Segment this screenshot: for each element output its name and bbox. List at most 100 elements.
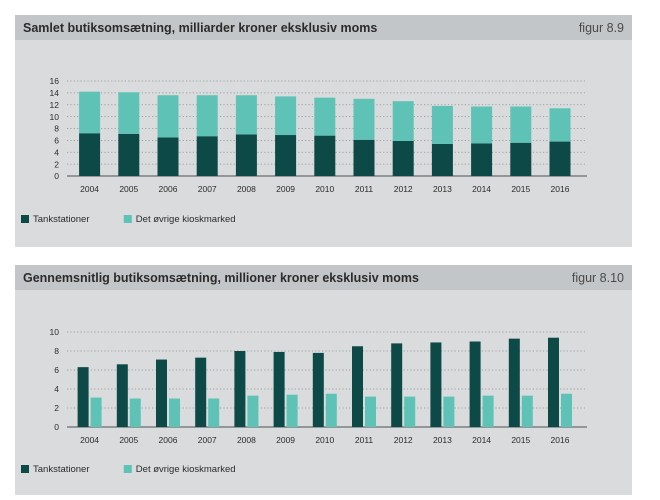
x-tick-label: 2010	[315, 184, 334, 194]
bar-oevrige-2008	[235, 95, 257, 135]
x-tick-label: 2006	[159, 435, 178, 445]
x-tick-label: 2011	[355, 435, 374, 445]
bar-oevrige-2010	[325, 393, 337, 427]
bar-oevrige-2015	[510, 106, 532, 143]
x-tick-label: 2007	[198, 435, 217, 445]
legend-label: Det øvrige kioskmarked	[136, 214, 236, 225]
bar-tankstationer-2008	[234, 351, 246, 427]
bar-oevrige-2014	[482, 395, 494, 427]
legend-swatch	[21, 215, 29, 223]
x-tick-label: 2007	[198, 184, 217, 194]
x-tick-label: 2011	[355, 184, 374, 194]
y-tick-label: 4	[54, 384, 59, 394]
figure-label: figur 8.10	[571, 271, 624, 285]
bar-tankstationer-2016	[549, 141, 571, 176]
bar-oevrige-2013	[431, 105, 453, 144]
chart-panel-butiksomsaetning-samlet: Samlet butiksomsætning, milliarder krone…	[15, 15, 632, 247]
legend-swatch	[123, 215, 132, 223]
x-tick-label: 2009	[276, 435, 295, 445]
bar-tankstationer-2004	[79, 133, 101, 176]
bar-tankstationer-2012	[392, 140, 414, 176]
y-tick-label: 10	[50, 327, 60, 337]
bar-oevrige-2015	[521, 395, 533, 427]
bar-oevrige-2004	[90, 397, 102, 427]
bar-tankstationer-2010	[312, 352, 324, 427]
bar-oevrige-2006	[169, 398, 180, 427]
x-tick-label: 2015	[511, 184, 530, 194]
figure-label: figur 8.9	[578, 21, 624, 35]
bar-oevrige-2016	[549, 108, 571, 142]
x-tick-label: 2014	[472, 184, 491, 194]
x-tick-label: 2012	[394, 184, 413, 194]
panel-header: Gennemsnitlig butiksomsætning, millioner…	[15, 265, 632, 290]
bar-tankstationer-2004	[77, 367, 89, 427]
bar-tankstationer-2009	[273, 351, 285, 427]
bar-tankstationer-2005	[116, 364, 128, 427]
y-tick-label: 10	[50, 112, 60, 122]
x-tick-label: 2014	[472, 435, 491, 445]
panel-header: Samlet butiksomsætning, milliarder krone…	[15, 15, 632, 40]
y-tick-label: 4	[54, 147, 59, 157]
y-tick-label: 0	[54, 171, 59, 181]
bar-tankstationer-2009	[275, 135, 297, 176]
x-tick-label: 2016	[551, 435, 570, 445]
bar-oevrige-2013	[443, 396, 455, 427]
bar-tankstationer-2008	[235, 134, 257, 176]
y-tick-label: 2	[54, 403, 59, 413]
grouped-bar-chart: 0 2 4 6 8 10 2004 2005 2006 2007 2008 2009 2010 2011 2…	[21, 327, 587, 475]
y-tick-label: 6	[54, 365, 59, 375]
y-tick-label: 14	[50, 88, 60, 98]
stacked-bar-chart: 0 2 46 8 10 12 14 16 2004 2005 2006 2007 2008 2009 201…	[21, 76, 587, 225]
y-tick-label: 2	[54, 159, 59, 169]
bar-tankstationer-2015	[508, 338, 520, 427]
y-tick-label: 0	[54, 422, 59, 432]
chart-title: Gennemsnitlig butiksomsætning, millioner…	[23, 271, 419, 285]
bar-tankstationer-2006	[156, 359, 167, 427]
legend-swatch	[123, 465, 132, 473]
bar-tankstationer-2007	[196, 136, 218, 176]
x-tick-label: 2012	[394, 435, 413, 445]
bar-oevrige-2011	[353, 98, 375, 140]
bar-oevrige-2009	[275, 96, 297, 136]
bar-tankstationer-2005	[118, 133, 140, 176]
bar-oevrige-2006	[157, 95, 179, 138]
bar-oevrige-2009	[286, 394, 298, 427]
legend-label: Det øvrige kioskmarked	[136, 464, 236, 475]
bar-tankstationer-2011	[352, 346, 363, 427]
bar-oevrige-2004	[79, 91, 101, 134]
x-tick-label: 2016	[551, 184, 570, 194]
bar-tankstationer-2013	[430, 342, 442, 427]
x-tick-label: 2008	[237, 184, 256, 194]
bar-oevrige-2016	[561, 393, 572, 427]
y-tick-label: 8	[54, 124, 59, 134]
bar-tankstationer-2012	[391, 343, 403, 427]
bar-tankstationer-2014	[469, 341, 481, 427]
x-tick-label: 2008	[237, 435, 256, 445]
legend-label: Tankstationer	[33, 464, 90, 475]
bar-oevrige-2005	[118, 92, 140, 134]
bar-tankstationer-2006	[157, 137, 179, 176]
y-tick-label: 16	[50, 76, 60, 86]
x-tick-label: 2013	[433, 184, 452, 194]
x-tick-label: 2005	[119, 184, 138, 194]
x-tick-label: 2009	[276, 184, 295, 194]
bar-oevrige-2008	[247, 395, 259, 427]
x-tick-label: 2010	[315, 435, 334, 445]
x-tick-label: 2004	[80, 184, 99, 194]
bar-oevrige-2011	[365, 396, 376, 427]
legend-swatch	[21, 465, 29, 473]
bar-oevrige-2007	[208, 398, 220, 427]
bar-tankstationer-2011	[353, 139, 375, 176]
y-tick-label: 6	[54, 136, 59, 146]
bar-tankstationer-2007	[195, 357, 207, 427]
legend-label: Tankstationer	[33, 214, 90, 225]
bar-oevrige-2014	[471, 106, 493, 144]
x-tick-label: 2004	[80, 435, 99, 445]
bar-tankstationer-2016	[548, 337, 559, 427]
chart-title: Samlet butiksomsætning, milliarder krone…	[23, 21, 378, 35]
bar-oevrige-2005	[129, 398, 141, 427]
bar-oevrige-2012	[392, 101, 414, 141]
bar-tankstationer-2015	[510, 142, 532, 176]
y-tick-label: 8	[54, 346, 59, 356]
y-tick-label: 12	[50, 100, 60, 110]
